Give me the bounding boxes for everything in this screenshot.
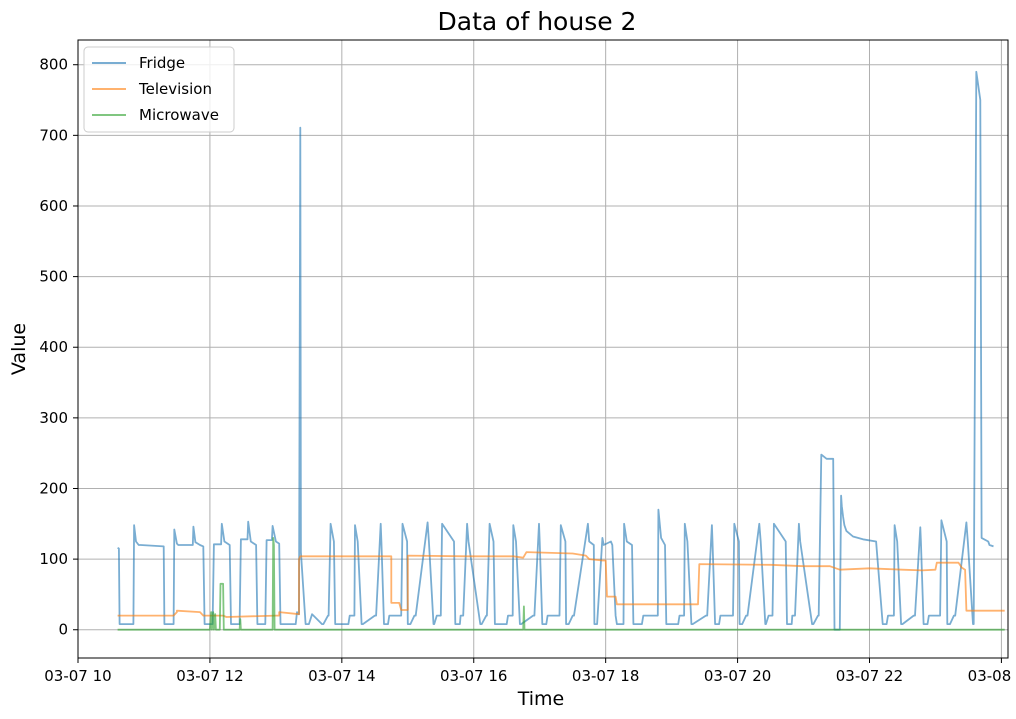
- x-tick-label: 03-07 12: [176, 667, 243, 685]
- x-tick-label: 03-07 10: [44, 667, 111, 685]
- legend-label-microwave: Microwave: [139, 106, 219, 124]
- y-tick-label: 500: [39, 268, 68, 286]
- legend-box: [83, 46, 235, 133]
- y-axis-label: Value: [8, 323, 30, 375]
- legend-label-fridge: Fridge: [139, 54, 185, 72]
- y-tick-label: 100: [39, 550, 68, 568]
- y-tick-label: 400: [39, 338, 68, 356]
- y-tick-label: 0: [58, 621, 68, 639]
- x-tick-label: 03-07 16: [440, 667, 507, 685]
- series-line-microwave: [117, 537, 1005, 631]
- y-tick-label: 600: [39, 197, 68, 215]
- legend-label-television: Television: [138, 80, 212, 98]
- series-line-television: [117, 551, 1005, 618]
- x-tick-label: 03-07 20: [704, 667, 771, 685]
- y-tick-label: 800: [39, 56, 68, 74]
- y-tick-label: 700: [39, 126, 68, 144]
- y-axis: 0 100 200 300 400 500 600 700 800: [39, 56, 78, 639]
- series-layer: [117, 70, 1005, 631]
- x-tick-label: 03-07 18: [572, 667, 639, 685]
- x-axis: 03-07 10 03-07 12 03-07 14 03-07 16 03-07 18…: [44, 658, 1016, 685]
- y-tick-label: 300: [39, 409, 68, 427]
- y-tick-label: 200: [39, 479, 68, 497]
- series-line-fridge: [117, 70, 994, 631]
- legend: Fridge Television Microwave: [83, 46, 235, 133]
- chart-title: Data of house 2: [438, 7, 637, 36]
- x-tick-label: 03-08 00: [968, 667, 1016, 685]
- x-tick-label: 03-07 22: [836, 667, 903, 685]
- x-axis-label: Time: [517, 688, 565, 710]
- plot-frame: [77, 39, 1009, 659]
- x-tick-label: 03-07 14: [308, 667, 375, 685]
